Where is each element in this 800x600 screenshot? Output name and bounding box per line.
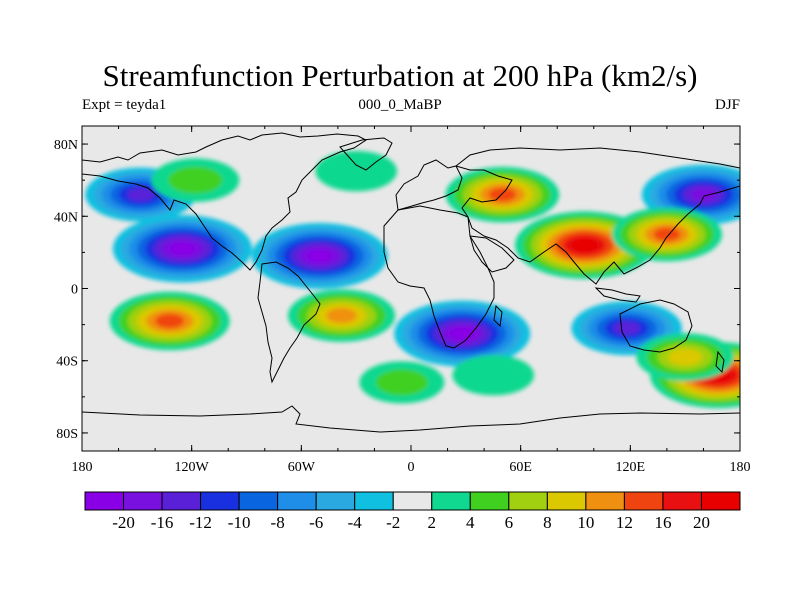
colorbar: -20 -16 -12 -10 -8 -6 -4 -2 2 4 6 8 10 12 16 20: [84, 491, 741, 532]
colorbar-swatch: [469, 491, 510, 511]
colorbar-label: 4: [466, 513, 475, 532]
lon-label: 120W: [175, 460, 210, 475]
coastline-antarctica: [82, 405, 740, 433]
colorbar-label: 20: [693, 513, 710, 532]
coastline-madagascar: [493, 304, 503, 328]
contour-band: [668, 348, 703, 366]
contour-band: [571, 238, 598, 252]
contour-band: [155, 313, 185, 329]
colorbar-swatch: [277, 491, 317, 511]
colorbar-swatch: [546, 491, 587, 511]
colorbar-swatch: [585, 491, 625, 511]
colorbar-label: 10: [577, 513, 594, 532]
colorbar-swatch: [392, 491, 433, 511]
coastline-indonesia: [594, 287, 641, 303]
plot-title: Streamfunction Perturbation at 200 hPa (…: [102, 58, 698, 93]
map-axes: 80N 40N 0 40S 80S 180 120W 60W 0 60E 120E 180: [54, 126, 751, 475]
lat-label: 0: [71, 283, 78, 298]
experiment-label: Expt = teyda1: [82, 97, 167, 113]
contour-band: [306, 249, 333, 263]
lat-label: 40S: [56, 355, 78, 370]
colorbar-label: -2: [386, 513, 400, 532]
coastline-outlines: [82, 132, 740, 433]
coastline-south-america: [257, 261, 321, 384]
coastline-greenland: [339, 137, 393, 171]
contour-field: [85, 150, 740, 409]
colorbar-swatch: [354, 491, 394, 511]
lon-label: 180: [72, 460, 93, 475]
colorbar-swatch: [700, 491, 741, 511]
coastline-arabia: [469, 235, 515, 273]
lat-label: 40N: [54, 210, 78, 225]
colorbar-label: -8: [271, 513, 285, 532]
colorbar-swatch: [200, 491, 240, 511]
colorbar-swatch: [238, 491, 279, 511]
colorbar-label: -10: [228, 513, 251, 532]
colorbar-label: -12: [189, 513, 212, 532]
colorbar-label: -16: [151, 513, 174, 532]
coastline-australia: [619, 299, 693, 353]
colorbar-swatch: [623, 491, 664, 511]
time-label: 000_0_MaBP: [358, 97, 442, 113]
contour-band: [690, 188, 717, 201]
coastline-new-zealand: [715, 350, 725, 374]
contour-band: [127, 188, 154, 202]
colorbar-swatch: [84, 491, 125, 511]
season-label: DJF: [714, 97, 740, 113]
lat-label: 80N: [54, 138, 78, 153]
colorbar-label: -20: [112, 513, 135, 532]
contour-band: [326, 308, 357, 324]
contour-band: [488, 187, 517, 202]
colorbar-label: 2: [428, 513, 437, 532]
colorbar-label: 8: [543, 513, 552, 532]
colorbar-swatch: [662, 491, 702, 511]
colorbar-swatch: [161, 491, 202, 511]
lat-label: 80S: [56, 427, 78, 442]
colorbar-label: -4: [348, 513, 363, 532]
contour-band: [653, 227, 681, 241]
contour-band: [452, 354, 535, 396]
contour-band: [169, 242, 196, 256]
colorbar-label: 6: [505, 513, 514, 532]
lon-label: 60E: [509, 460, 532, 475]
lon-label: 60W: [288, 460, 316, 475]
contour-band: [613, 321, 641, 335]
coastline-asia: [454, 147, 740, 285]
colorbar-label: 16: [654, 513, 671, 532]
lon-label: 0: [408, 460, 415, 475]
coastline-north-america: [82, 132, 367, 271]
lon-label: 120E: [616, 460, 646, 475]
colorbar-label: -6: [309, 513, 323, 532]
colorbar-swatch: [123, 491, 163, 511]
contour-band: [168, 166, 223, 194]
colorbar-swatch: [508, 491, 548, 511]
colorbar-swatch: [431, 491, 471, 511]
lon-label: 180: [730, 460, 751, 475]
colorbar-label: 12: [616, 513, 633, 532]
colorbar-swatch: [315, 491, 356, 511]
contour-band: [375, 369, 428, 396]
coastline-africa: [383, 205, 495, 349]
